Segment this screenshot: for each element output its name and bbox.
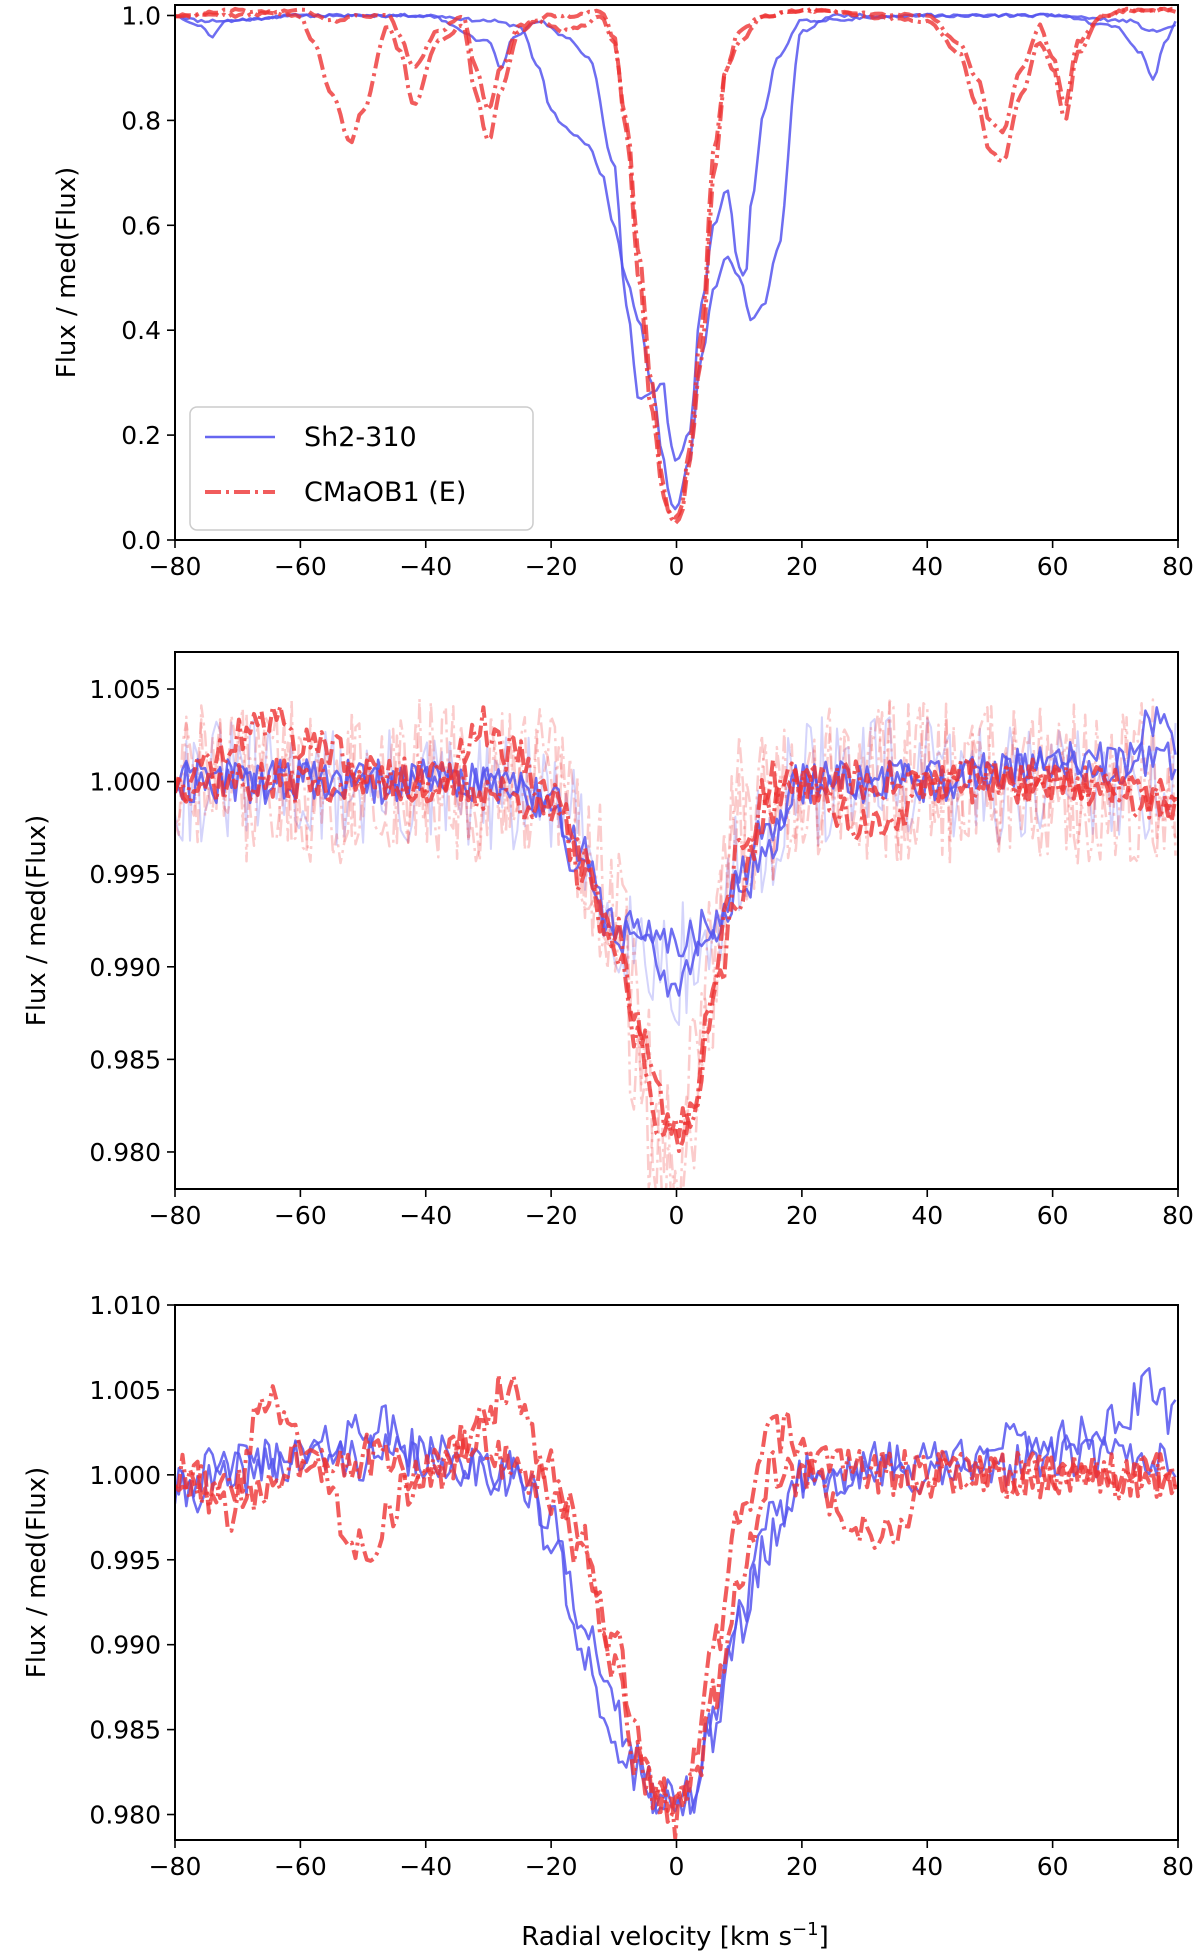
top-panel-y-tick-label: 0.0 [121,526,161,555]
legend-label-cmaob1: CMaOB1 (E) [304,477,466,508]
top-panel-y-tick-label: 0.2 [121,421,161,450]
bottom-panel-x-tick-label: 40 [911,1852,943,1881]
bottom-panel-series-cmaob1-2 [175,1372,1178,1824]
middle-panel-series-cmaob1-2 [175,697,1177,1189]
bottom-panel-y-tick-label: 0.995 [89,1546,161,1575]
middle-panel-x-tick-label: −60 [274,1201,327,1230]
middle-panel-x-ticks: −80 −60 −40 −20 0 20 40 60 80 [149,1189,1194,1230]
top-panel-y-tick-label: 0.8 [121,106,161,135]
top-panel-y-tick-label: 1.0 [121,1,161,30]
bottom-panel-frame [174,1304,1179,1841]
x-axis-label-exponent: −1 [792,1919,819,1940]
bottom-panel-y-tick-label: 0.980 [89,1801,161,1830]
top-panel-x-tick-label: 0 [669,552,685,581]
bottom-panel: −80 −60 −40 −20 0 20 40 60 80 0.9800.9850.9900.9… [22,1291,1194,1881]
top-panel-y-tick-label: 0.6 [121,211,161,240]
middle-panel-y-tick-label: 1.000 [89,768,161,797]
bottom-panel-y-ticks: 0.980 0.985 0.990 0.995 1.000 1.005 1.010 [89,1291,175,1830]
middle-panel-x-tick-label: 20 [786,1201,818,1230]
top-panel-ylabel: Flux / med(Flux) [52,167,82,379]
middle-panel-frame [174,651,1179,1190]
middle-panel-y-tick-label: 0.990 [89,953,161,982]
bottom-panel-series-cmaob1-3 [175,1417,1178,1840]
bottom-panel-x-tick-label: 0 [669,1852,685,1881]
middle-panel-y-tick-label: 0.995 [89,860,161,889]
bottom-panel-y-tick-label: 1.000 [89,1461,161,1490]
top-panel-frame [174,4,1179,541]
top-panel-series-cmaob1-3 [175,6,1177,520]
bottom-panel-x-tick-label: 60 [1037,1852,1069,1881]
middle-panel-x-tick-label: 80 [1162,1201,1194,1230]
top-panel-lines [175,6,1177,526]
top-panel-series-cmaob1-2 [175,6,1176,526]
legend: Sh2-310 CMaOB1 (E) [189,406,534,531]
top-panel-x-tick-label: −60 [274,552,327,581]
top-panel-series-sh2-310-1 [175,12,1177,462]
top-panel-y-tick-label: 0.4 [121,316,161,345]
middle-panel-x-tick-label: −20 [525,1201,578,1230]
bottom-panel-lines [175,1367,1178,1840]
bottom-panel-ylabel: Flux / med(Flux) [22,1467,52,1679]
middle-panel-x-tick-label: 0 [669,1201,685,1230]
middle-panel-y-tick-label: 0.985 [89,1045,161,1074]
bottom-panel-x-tick-label: −60 [274,1852,327,1881]
top-panel-x-tick-label: 40 [911,552,943,581]
middle-panel-y-tick-label: 0.980 [89,1138,161,1167]
top-panel: −80 −60 −40 −20 0 20 40 60 80 0.0 0.2 0.4 0.6 0.8 1.0… [52,1,1194,581]
middle-panel-x-tick-label: −40 [399,1201,452,1230]
middle-panel-x-tick-label: −80 [149,1201,202,1230]
top-panel-y-ticks: 0.0 0.2 0.4 0.6 0.8 1.0 [121,1,175,555]
bottom-panel-x-tick-label: 20 [786,1852,818,1881]
bottom-panel-y-tick-label: 1.010 [89,1291,161,1320]
middle-panel-lines [175,697,1178,1189]
bottom-panel-x-tick-label: −40 [399,1852,452,1881]
middle-panel-y-ticks: 0.980 0.985 0.990 0.995 1.000 1.005 [89,675,175,1167]
top-panel-x-tick-label: −80 [149,552,202,581]
top-panel-x-tick-label: 20 [786,552,818,581]
bottom-panel-x-tick-label: −80 [149,1852,202,1881]
middle-panel-y-tick-label: 1.005 [89,675,161,704]
top-panel-x-ticks: −80 −60 −40 −20 0 20 40 60 80 [149,540,1194,581]
middle-panel-x-tick-label: 40 [911,1201,943,1230]
middle-panel: −80 −60 −40 −20 0 20 40 60 80 0.9800.9850.9900.9… [22,651,1194,1230]
top-panel-x-tick-label: −20 [525,552,578,581]
top-panel-x-tick-label: 60 [1037,552,1069,581]
top-panel-x-tick-label: −40 [399,552,452,581]
legend-box [189,406,534,531]
middle-panel-ylabel: Flux / med(Flux) [22,815,52,1027]
middle-panel-x-tick-label: 60 [1037,1201,1069,1230]
legend-label-sh2-310: Sh2-310 [304,422,417,453]
bottom-panel-y-tick-label: 0.990 [89,1631,161,1660]
bottom-panel-y-tick-label: 1.005 [89,1376,161,1405]
middle-panel-series-cmaob1-6 [175,757,1178,1153]
top-panel-x-tick-label: 80 [1162,552,1194,581]
x-axis-label-suffix: ] [819,1922,829,1952]
bottom-panel-x-ticks: −80 −60 −40 −20 0 20 40 60 80 [149,1840,1194,1881]
bottom-panel-x-tick-label: 80 [1162,1852,1194,1881]
x-axis-label-prefix: Radial velocity [km s [521,1922,792,1952]
x-axis-label: Radial velocity [km s−1] [521,1919,829,1952]
bottom-panel-x-tick-label: −20 [525,1852,578,1881]
bottom-panel-y-tick-label: 0.985 [89,1716,161,1745]
